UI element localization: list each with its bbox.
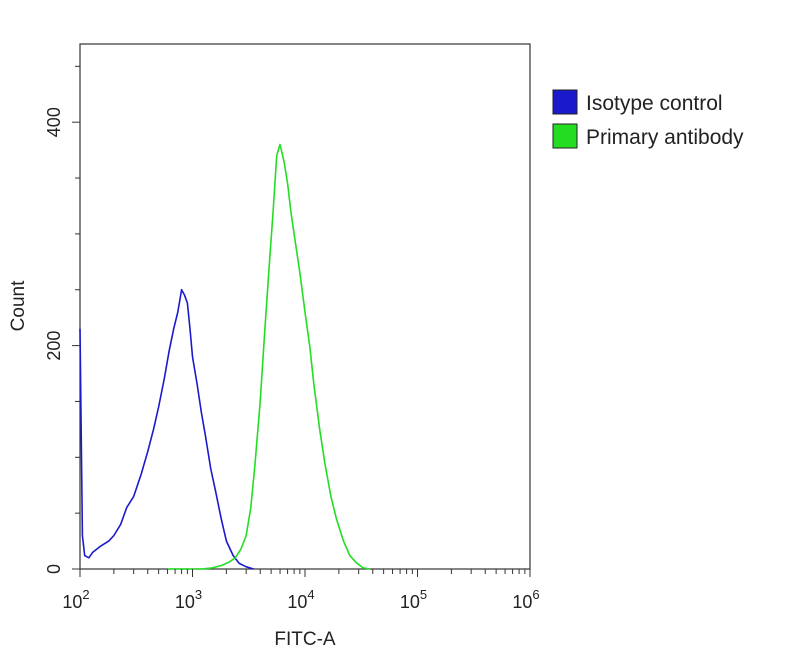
series-line-primary-antibody (167, 143, 371, 570)
legend-label-primary-antibody: Primary antibody (586, 126, 744, 149)
x-tick-exponent: 2 (82, 587, 89, 602)
legend-swatch-isotype-control (552, 89, 578, 115)
x-tick-exponent: 5 (420, 587, 427, 602)
x-tick-exponent: 3 (195, 587, 202, 602)
y-axis-label: Count (8, 280, 29, 331)
legend-swatch-primary-antibody (552, 123, 578, 149)
x-tick-label: 105 (400, 587, 427, 612)
x-axis-label: FITC-A (274, 629, 336, 650)
x-tick-label: 106 (512, 587, 539, 612)
x-tick-label: 104 (287, 587, 314, 612)
x-tick-exponent: 4 (307, 587, 314, 602)
y-tick-label: 400 (44, 107, 64, 137)
y-tick-label: 0 (44, 564, 64, 574)
legend: Isotype control Primary antibody (552, 89, 744, 149)
x-tick-exponent: 6 (532, 587, 539, 602)
ticks-layer (72, 65, 531, 577)
legend-label-isotype-control: Isotype control (586, 92, 723, 115)
series-line-isotype-control (79, 288, 254, 570)
series-layer (79, 143, 371, 570)
x-tick-label: 102 (62, 587, 89, 612)
y-tick-label: 200 (44, 331, 64, 361)
x-tick-label: 103 (175, 587, 202, 612)
tick-labels-layer: 102 103 104 105 106 0 200 400 (44, 107, 540, 612)
